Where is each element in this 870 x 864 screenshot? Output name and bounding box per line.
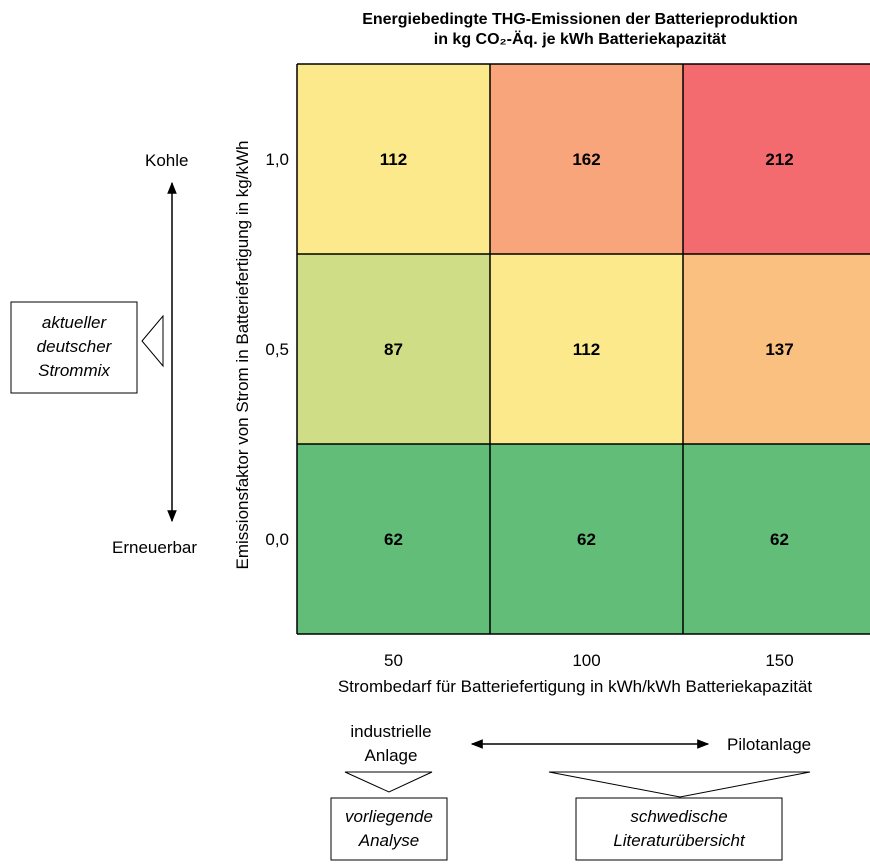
- cell-value-label: 162: [572, 150, 600, 169]
- analyse-box-text: vorliegende Analyse: [331, 805, 447, 853]
- cell-value-label: 137: [765, 340, 793, 359]
- analyse-box: [330, 797, 448, 861]
- strommix-box-text: aktueller deutscher Strommix: [11, 311, 137, 383]
- y-tick-label: 0,0: [265, 530, 289, 549]
- heatmap-cell: [297, 64, 490, 254]
- literatur-line1: schwedische: [630, 807, 728, 826]
- cell-value-label: 112: [573, 340, 600, 359]
- heatmap-cell: [297, 254, 490, 444]
- strommix-line3: Strommix: [38, 361, 110, 380]
- chart-title-line2: in kg CO₂-Äq. je kWh Batteriekapazität: [433, 31, 727, 48]
- y-tick-label: 1,0: [265, 150, 289, 169]
- heatmap-cell: [683, 64, 870, 254]
- pilotanlage-label: Pilotanlage: [727, 735, 812, 754]
- y-axis-label: Emissionsfaktor von Strom in Batteriefer…: [233, 140, 252, 570]
- y-tick-label: 0,5: [265, 340, 289, 359]
- x-tick-label: 50: [384, 651, 403, 670]
- heatmap-cell: [490, 64, 683, 254]
- cell-value-label: 62: [577, 530, 596, 549]
- analyse-line1: vorliegende: [345, 807, 433, 826]
- industrielle-line2: Anlage: [364, 746, 418, 765]
- cell-value-label: 87: [384, 340, 403, 359]
- cell-value-label: 62: [770, 530, 789, 549]
- cell-value-label: 112: [380, 150, 407, 169]
- strommix-line1: aktueller: [41, 313, 107, 332]
- industrielle-line1: industrielle: [350, 722, 432, 741]
- literatur-line2: Literaturübersicht: [613, 831, 745, 850]
- x-tick-label: 100: [572, 651, 600, 670]
- strommix-pointer-triangle: [141, 314, 164, 368]
- literatur-box-text: schwedische Literaturübersicht: [576, 805, 782, 853]
- heatmap-cell: [490, 254, 683, 444]
- chart-title-line1: Energiebedingte THG-Emissionen der Batte…: [362, 11, 798, 28]
- kohle-label: Kohle: [145, 151, 189, 170]
- literatur-pointer-triangle: [548, 771, 811, 798]
- x-tick-label: 150: [765, 651, 793, 670]
- heatmap-cell: [683, 254, 870, 444]
- analyse-line2: Analyse: [358, 831, 420, 850]
- strommix-box: [10, 301, 138, 394]
- x-axis-label: Strombedarf für Batteriefertigung in kWh…: [337, 677, 813, 696]
- literatur-box: [575, 797, 783, 861]
- analyse-pointer-triangle: [344, 771, 433, 793]
- cell-value-label: 62: [384, 530, 403, 549]
- heatmap-cell: [683, 444, 870, 634]
- industrielle-anlage-label: industrielle Anlage: [341, 720, 441, 768]
- erneuerbar-label: Erneuerbar: [112, 538, 198, 557]
- cell-value-label: 212: [765, 150, 793, 169]
- heatmap-cell: [297, 444, 490, 634]
- strommix-line2: deutscher: [36, 337, 112, 356]
- heatmap-cell: [490, 444, 683, 634]
